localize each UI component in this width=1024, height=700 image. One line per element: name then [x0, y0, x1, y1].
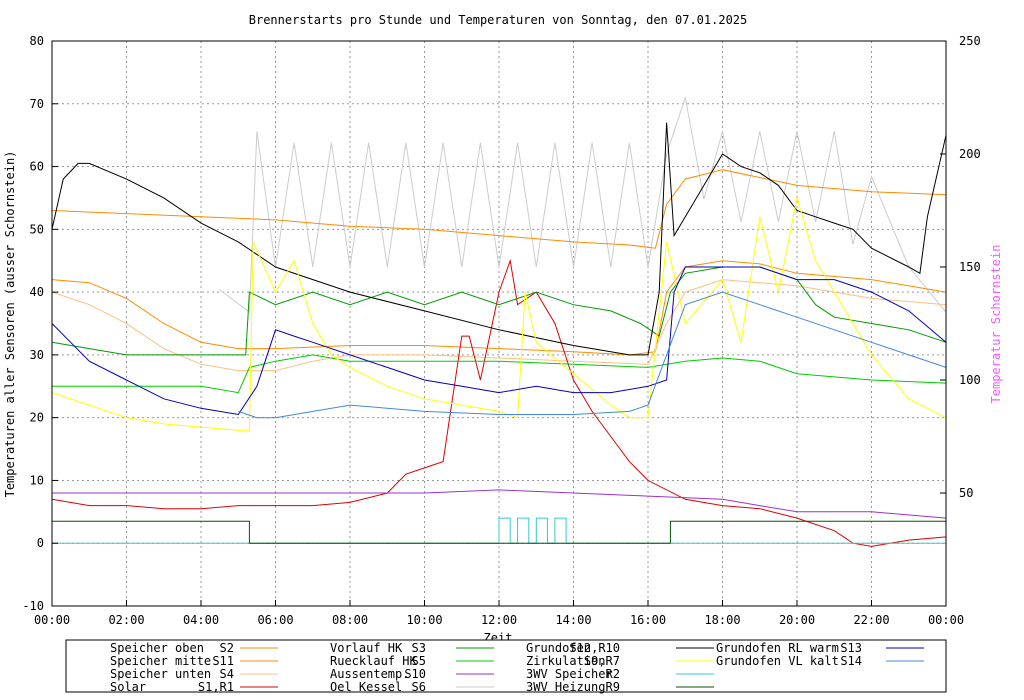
legend-label-grundofen-rl-warm: Grundofen RL warm	[716, 641, 839, 655]
y-tick-label: 60	[30, 160, 44, 174]
legend-sensor-speicher-oben: S2	[220, 641, 234, 655]
series-line-aussentemp	[52, 489, 947, 519]
y-tick-label: 50	[30, 222, 44, 236]
legend-label-grundofen: Grundofen	[526, 641, 591, 655]
x-tick-label: 04:00	[183, 613, 219, 627]
series-line-3wv-heizung	[52, 520, 946, 544]
x-tick-label: 06:00	[257, 613, 293, 627]
x-tick-label: 16:00	[630, 613, 666, 627]
x-tick-label: 00:00	[928, 613, 964, 627]
series-line-speicher-mitte	[51, 260, 947, 356]
legend-sensor-grundofen: S12,R10	[569, 641, 620, 655]
legend-label-speicher-mitte: Speicher mitte	[110, 654, 211, 668]
series-line-zirkulation	[51, 197, 947, 431]
series-line-grundofen-vl-kalt	[238, 291, 947, 419]
legend-label-vorlauf-hk: Vorlauf HK	[330, 641, 403, 655]
legend-box	[65, 639, 947, 693]
series-line-grundofen	[51, 122, 947, 356]
x-tick-label: 22:00	[853, 613, 889, 627]
legend-label-aussentemp: Aussentemp.	[330, 667, 409, 681]
x-tick-label: 20:00	[779, 613, 815, 627]
legend-label-3wv-heizung: 3WV Heizung	[526, 680, 605, 694]
legend-sensor-3wv-speicher: R2	[606, 667, 620, 681]
series-line-solar	[51, 258, 947, 547]
legend-label-3wv-speicher: 3WV Speicher	[526, 667, 613, 681]
legend-sensor-3wv-heizung: R9	[606, 680, 620, 694]
y-tick-label: 70	[30, 97, 44, 111]
legend-label-oel-kessel: Oel Kessel	[330, 680, 402, 694]
legend-sensor-grundofen-rl-warm: S13	[840, 641, 862, 655]
y-axis-label: Temperaturen aller Sensoren (ausser Scho…	[3, 151, 17, 498]
legend-label-grundofen-vl-kalt: Grundofen VL kalt	[716, 654, 839, 668]
legend-sensor-solar: S1,R1	[198, 680, 234, 694]
y-tick-label: -10	[22, 599, 44, 613]
y-tick-label: 80	[30, 34, 44, 48]
legend-sensor-speicher-unten: S4	[220, 667, 234, 681]
x-tick-label: 00:00	[34, 613, 70, 627]
legend-label-speicher-unten: Speicher unten	[110, 667, 211, 681]
series-line-grundofen-rl-warm	[51, 266, 947, 416]
y-axis-ticks: -10 0 10 20 30 40 50 60 70 80	[22, 34, 58, 613]
legend-sensor-grundofen-vl-kalt: S14	[840, 654, 862, 668]
legend-sensor-speicher-mitte: S11	[212, 654, 234, 668]
legend-label-solar: Solar	[110, 680, 146, 694]
y2-tick-label: 150	[959, 260, 981, 274]
x-tick-label: 18:00	[704, 613, 740, 627]
series-layer	[51, 97, 947, 547]
x-tick-label: 10:00	[406, 613, 442, 627]
legend-label-ruecklauf-hk: Ruecklauf HK	[330, 654, 417, 668]
y2-tick-label: 200	[959, 147, 981, 161]
y-tick-label: 0	[37, 536, 44, 550]
series-line-speicher-oben	[51, 169, 947, 249]
series-line-oel-kessel	[219, 97, 947, 314]
y2-tick-label: 250	[959, 34, 981, 48]
series-line-vorlauf-hk	[51, 266, 947, 356]
legend-sensor-aussentemp: S10	[404, 667, 426, 681]
chart-title: Brennerstarts pro Stunde und Temperature…	[249, 13, 748, 27]
x-tick-label: 08:00	[332, 613, 368, 627]
legend-sensor-ruecklauf-hk: S5	[412, 654, 426, 668]
y-tick-label: 30	[30, 348, 44, 362]
x-axis-ticks: 00:00 02:00 04:00 06:00 08:00 10:00 12:00 14:00…	[34, 600, 964, 627]
x-tick-label: 14:00	[555, 613, 591, 627]
x-tick-label: 02:00	[108, 613, 144, 627]
y-tick-label: 20	[30, 411, 44, 425]
y2-axis-ticks: 50 100 150 200 250	[940, 34, 981, 500]
legend-label-speicher-oben: Speicher oben	[110, 641, 204, 655]
y-tick-label: 10	[30, 473, 44, 487]
legend-sensor-zirkulation: S9,R7	[584, 654, 620, 668]
y2-tick-label: 50	[959, 486, 973, 500]
legend-label-zirkulation: Zirkulation	[526, 654, 605, 668]
y2-tick-label: 100	[959, 373, 981, 387]
legend-sensor-oel-kessel: S6	[412, 680, 426, 694]
legend-sensor-vorlauf-hk: S3	[412, 641, 426, 655]
series-line-ruecklauf-hk	[52, 354, 947, 394]
y2-axis-label: Temperatur Schornstein	[989, 245, 1003, 404]
y-tick-label: 40	[30, 285, 44, 299]
legend: Speicher oben S2 Speicher mitte S11Speicher…	[110, 641, 924, 694]
x-tick-label: 12:00	[481, 613, 517, 627]
